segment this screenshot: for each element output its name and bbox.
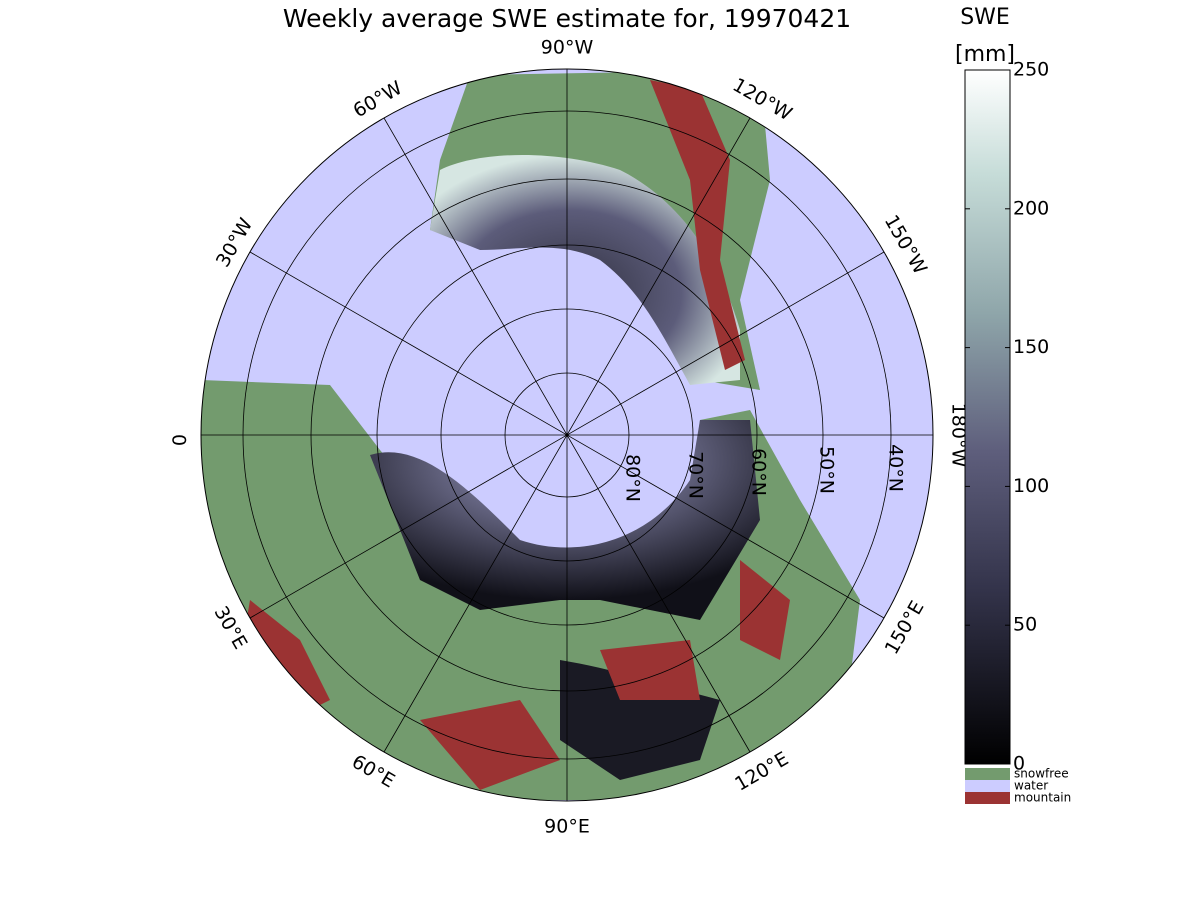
parallel-label: 80°N <box>622 454 644 502</box>
colorbar-tick-label: 50 <box>1013 614 1037 636</box>
parallel-label: 40°N <box>885 444 907 492</box>
parallel-label: 60°N <box>748 448 770 496</box>
water <box>540 278 620 380</box>
colorbar-tick-label: 100 <box>1013 475 1049 497</box>
land-snow <box>370 420 760 620</box>
colorbar-class <box>965 792 1010 804</box>
graticule <box>201 69 933 801</box>
colorbar-tick-label: 250 <box>1013 59 1049 81</box>
meridian-label: 180°W <box>948 403 970 468</box>
meridian-label: 0 <box>168 434 190 446</box>
colorbar-class-label: snowfree <box>1014 767 1069 781</box>
meridian-label: 90°E <box>544 816 590 838</box>
meridian-label: 60°E <box>348 751 399 793</box>
title: Weekly average SWE estimate for, 1997042… <box>283 4 851 33</box>
land-snow <box>430 155 740 385</box>
colorbar-tick-label: 200 <box>1013 197 1049 219</box>
colorbar-unit: [mm] <box>955 42 1015 67</box>
map-border <box>200 68 934 802</box>
colorbar-class <box>965 780 1010 792</box>
map <box>201 69 933 801</box>
meridian-label: 90°W <box>541 37 594 59</box>
colorbar-title: SWE <box>960 5 1010 30</box>
colorbar-class-label: water <box>1014 779 1048 793</box>
parallel-label: 70°N <box>685 451 707 499</box>
colorbar-tick-label: 0 <box>1013 753 1025 775</box>
colorbar-tick-label: 150 <box>1013 336 1049 358</box>
land-mountain <box>650 80 745 370</box>
parallel-label: 50°N <box>816 446 838 494</box>
colorbar-gradient <box>964 69 1011 765</box>
land-mountain <box>240 560 790 790</box>
colorbar-class <box>965 768 1010 780</box>
colorbar: SWE [mm] 0 50 100 150 200 250 snowfreewatermou… <box>955 5 1071 805</box>
colorbar-class-label: mountain <box>1014 791 1071 805</box>
parallel-labels: 80°N 70°N 60°N 50°N 40°N <box>622 444 907 502</box>
